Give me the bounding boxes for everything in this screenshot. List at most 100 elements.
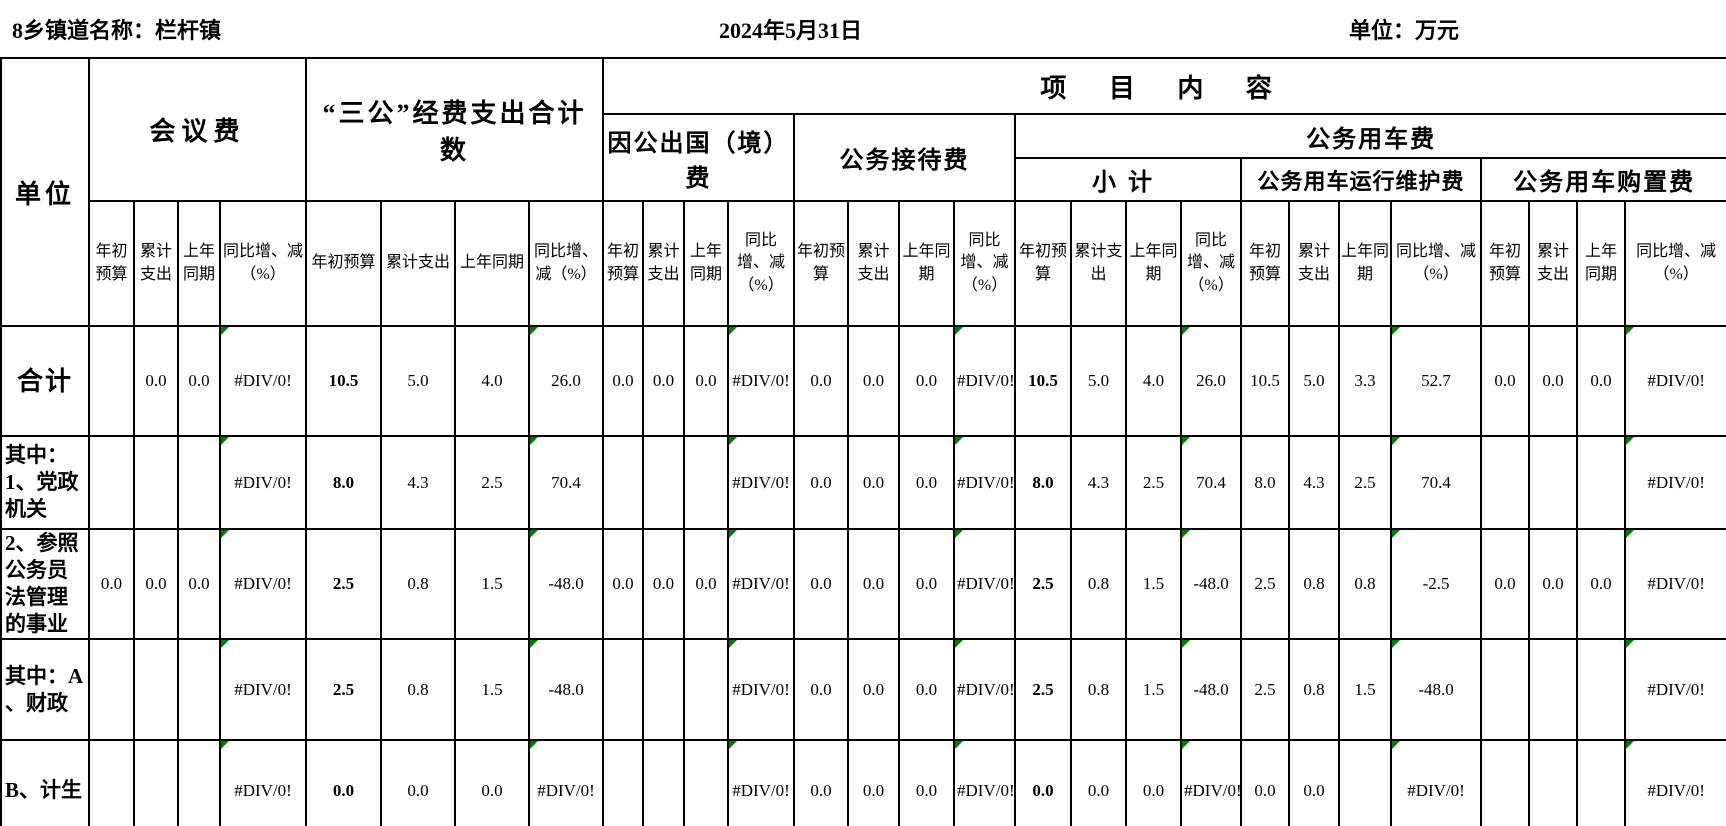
cell[interactable]: 0.0 xyxy=(1014,739,1073,826)
cell[interactable] xyxy=(1528,638,1579,741)
cell[interactable] xyxy=(1480,638,1531,741)
cell[interactable]: 3.3 xyxy=(1338,325,1393,437)
cell[interactable]: 10.5 xyxy=(1240,325,1291,437)
cell-error-value[interactable]: #DIV/0! xyxy=(218,325,308,437)
cell[interactable] xyxy=(602,638,645,741)
cell[interactable] xyxy=(683,638,730,741)
cell-error-value[interactable]: #DIV/0! xyxy=(1180,739,1243,826)
cell[interactable]: 0.0 xyxy=(133,528,179,640)
cell[interactable]: 0.0 xyxy=(793,325,850,437)
cell[interactable]: 0.0 xyxy=(1288,739,1341,826)
cell[interactable]: 0.0 xyxy=(1480,528,1531,640)
cell[interactable]: 10.5 xyxy=(305,325,383,437)
cell[interactable]: 2.5 xyxy=(454,435,531,530)
cell[interactable]: 0.0 xyxy=(602,528,645,640)
cell-error-value[interactable]: #DIV/0! xyxy=(528,739,605,826)
cell[interactable]: 0.0 xyxy=(793,528,850,640)
cell[interactable]: 0.0 xyxy=(847,638,901,741)
cell[interactable] xyxy=(177,739,221,826)
cell[interactable]: 0.0 xyxy=(793,435,850,530)
cell[interactable]: 1.5 xyxy=(1125,528,1183,640)
cell[interactable]: 0.8 xyxy=(380,528,457,640)
cell[interactable]: 0.0 xyxy=(177,325,221,437)
cell[interactable]: 10.5 xyxy=(1014,325,1073,437)
cell[interactable]: 5.0 xyxy=(380,325,457,437)
cell[interactable]: 70.4 xyxy=(1390,435,1483,530)
cell-error-value[interactable]: #DIV/0! xyxy=(1624,739,1726,826)
cell[interactable] xyxy=(133,739,179,826)
cell[interactable] xyxy=(642,638,686,741)
cell[interactable]: 0.8 xyxy=(1070,528,1128,640)
cell[interactable]: 26.0 xyxy=(528,325,605,437)
cell[interactable]: 0.0 xyxy=(1528,325,1579,437)
cell-error-value[interactable]: #DIV/0! xyxy=(953,528,1017,640)
cell[interactable]: 1.5 xyxy=(1125,638,1183,741)
cell[interactable]: 0.0 xyxy=(1125,739,1183,826)
cell[interactable]: -48.0 xyxy=(1180,638,1243,741)
cell[interactable] xyxy=(1338,739,1393,826)
cell[interactable] xyxy=(88,325,135,437)
cell-error-value[interactable]: #DIV/0! xyxy=(1624,528,1726,640)
cell[interactable]: 5.0 xyxy=(1288,325,1341,437)
cell[interactable]: 0.0 xyxy=(305,739,383,826)
cell[interactable]: 0.0 xyxy=(898,528,956,640)
cell[interactable]: 0.0 xyxy=(847,435,901,530)
cell[interactable]: 0.8 xyxy=(1288,638,1341,741)
cell[interactable]: 5.0 xyxy=(1070,325,1128,437)
cell[interactable]: 26.0 xyxy=(1180,325,1243,437)
cell-error-value[interactable]: #DIV/0! xyxy=(953,435,1017,530)
cell-error-value[interactable]: #DIV/0! xyxy=(1624,435,1726,530)
cell[interactable]: 0.0 xyxy=(683,528,730,640)
cell[interactable] xyxy=(642,435,686,530)
cell[interactable]: 0.0 xyxy=(380,739,457,826)
cell-error-value[interactable]: #DIV/0! xyxy=(218,638,308,741)
cell[interactable]: 0.0 xyxy=(793,638,850,741)
cell[interactable] xyxy=(1480,435,1531,530)
cell[interactable] xyxy=(602,739,645,826)
cell[interactable]: 0.8 xyxy=(1288,528,1341,640)
cell[interactable]: -48.0 xyxy=(1180,528,1243,640)
cell[interactable] xyxy=(1480,739,1531,826)
cell[interactable] xyxy=(1576,739,1627,826)
cell-error-value[interactable]: #DIV/0! xyxy=(218,528,308,640)
cell[interactable]: 0.0 xyxy=(898,739,956,826)
cell[interactable]: 2.5 xyxy=(1240,528,1291,640)
cell[interactable]: 0.0 xyxy=(454,739,531,826)
cell[interactable]: 0.0 xyxy=(793,739,850,826)
cell-error-value[interactable]: #DIV/0! xyxy=(727,325,796,437)
cell[interactable]: 70.4 xyxy=(1180,435,1243,530)
cell[interactable]: 0.0 xyxy=(602,325,645,437)
cell[interactable]: 0.0 xyxy=(1240,739,1291,826)
cell[interactable]: 0.0 xyxy=(847,325,901,437)
cell[interactable]: 2.5 xyxy=(305,528,383,640)
cell[interactable] xyxy=(683,739,730,826)
cell[interactable]: 2.5 xyxy=(1125,435,1183,530)
cell[interactable]: 2.5 xyxy=(1014,638,1073,741)
cell[interactable]: 0.0 xyxy=(683,325,730,437)
cell-error-value[interactable]: #DIV/0! xyxy=(727,739,796,826)
cell[interactable]: 4.0 xyxy=(1125,325,1183,437)
cell-error-value[interactable]: #DIV/0! xyxy=(218,739,308,826)
cell-error-value[interactable]: #DIV/0! xyxy=(727,638,796,741)
cell[interactable]: 0.0 xyxy=(133,325,179,437)
cell[interactable] xyxy=(602,435,645,530)
cell[interactable]: 0.8 xyxy=(1338,528,1393,640)
cell[interactable] xyxy=(88,638,135,741)
cell[interactable] xyxy=(1576,638,1627,741)
cell[interactable]: 1.5 xyxy=(454,638,531,741)
cell[interactable] xyxy=(88,435,135,530)
cell[interactable]: 0.0 xyxy=(1480,325,1531,437)
cell[interactable]: 1.5 xyxy=(454,528,531,640)
cell[interactable] xyxy=(1528,435,1579,530)
cell[interactable]: 0.0 xyxy=(847,528,901,640)
cell[interactable]: 2.5 xyxy=(305,638,383,741)
cell[interactable]: 8.0 xyxy=(305,435,383,530)
cell[interactable]: 0.0 xyxy=(1576,325,1627,437)
cell[interactable]: 52.7 xyxy=(1390,325,1483,437)
cell[interactable]: 8.0 xyxy=(1240,435,1291,530)
cell[interactable]: 4.3 xyxy=(1070,435,1128,530)
cell-error-value[interactable]: #DIV/0! xyxy=(1624,638,1726,741)
cell[interactable] xyxy=(1576,435,1627,530)
cell[interactable] xyxy=(177,435,221,530)
cell[interactable]: 0.0 xyxy=(88,528,135,640)
